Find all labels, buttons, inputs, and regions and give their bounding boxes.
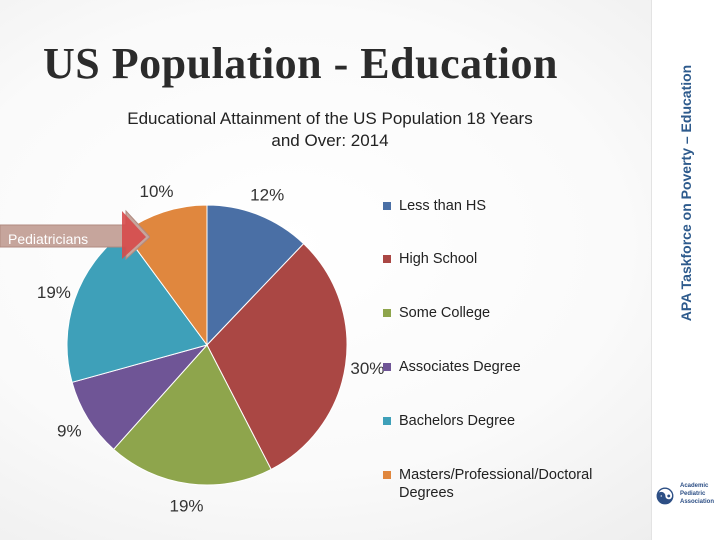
logo-line-1: Academic: [680, 483, 709, 489]
chart-title-line-1: Educational Attainment of the US Populat…: [127, 109, 533, 128]
pie-slice-less-than-hs: [206, 204, 305, 347]
callout-label: Pediatricians: [8, 231, 89, 247]
legend-label: High School: [399, 251, 478, 267]
legend-label: Some College: [399, 305, 491, 321]
legend-swatch: [383, 202, 391, 210]
pie-slice-some-college: [112, 344, 272, 486]
legend-swatch: [383, 309, 391, 317]
legend-item-bachelors-degree: Bachelors Degree: [383, 412, 515, 430]
legend-label: Less than HS: [399, 198, 487, 214]
apa-logo: ☯ Academic Pediatric Association: [652, 476, 720, 518]
pie-label-bachelors-degree: 19%: [37, 283, 71, 302]
legend-swatch: [383, 471, 391, 479]
legend-item-some-college: Some College: [383, 304, 490, 322]
legend-label: Bachelors Degree: [399, 413, 516, 429]
apa-emblem-icon: ☯: [655, 484, 675, 509]
legend-label: Associates Degree: [399, 359, 521, 375]
legend-label: Masters/Professional/Doctoral Degrees: [399, 467, 593, 501]
pie-slice-associates-degree: [71, 344, 209, 451]
pie-slice-high-school: [206, 242, 348, 471]
logo-line-3: Association: [680, 499, 715, 505]
chart-title-line-2: and Over: 2014: [271, 131, 389, 150]
logo-line-2: Pediatric: [680, 491, 706, 497]
sidebar-title: APA Taskforce on Poverty – Education: [678, 64, 694, 322]
apa-logo-text: Academic Pediatric Association: [680, 482, 720, 506]
sidebar: APA Taskforce on Poverty – Education: [651, 0, 720, 540]
legend-item-masters-professional-doctoral-degrees: Masters/Professional/Doctoral Degrees: [383, 466, 639, 502]
legend-item-less-than-hs: Less than HS: [383, 197, 486, 215]
callout-arrow-icon: [0, 209, 150, 261]
pie-label-associates-degree: 9%: [57, 421, 82, 440]
legend-swatch: [383, 417, 391, 425]
slide-title: US Population - Education: [43, 39, 558, 88]
pie-label-some-college: 19%: [169, 497, 203, 516]
chart-title: Educational Attainment of the US Populat…: [80, 108, 580, 152]
pie-label-masters-professional-doctoral-degrees: 10%: [139, 182, 173, 201]
pediatricians-callout: Pediatricians: [0, 207, 150, 263]
legend-swatch: [383, 255, 391, 263]
legend-swatch: [383, 363, 391, 371]
pie-label-high-school: 30%: [350, 359, 384, 378]
pie-label-less-than-hs: 12%: [250, 186, 284, 205]
legend-item-associates-degree: Associates Degree: [383, 358, 521, 376]
legend-item-high-school: High School: [383, 250, 477, 268]
